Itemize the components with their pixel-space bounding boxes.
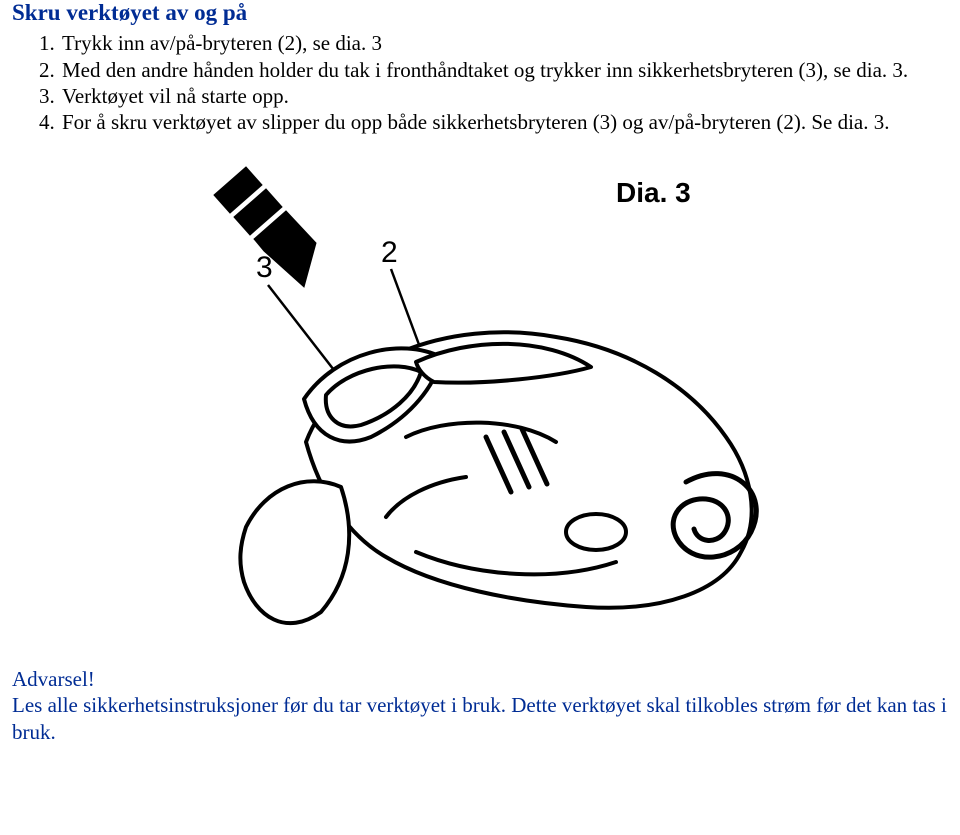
list-item: Trykk inn av/på-bryteren (2), se dia. 3 [60,30,948,56]
list-item: Med den andre hånden holder du tak i fro… [60,57,948,83]
diagram-title: Dia. 3 [616,177,691,208]
diagram-container: Dia. 3 3 2 4 [186,137,774,657]
list-item: Verktøyet vil nå starte opp. [60,83,948,109]
warning-body: Les alle sikkerhetsinstruksjoner før du … [12,692,948,745]
section-heading: Skru verktøyet av og på [12,0,948,26]
list-item: For å skru verktøyet av slipper du opp b… [60,109,948,135]
callout-label-2: 2 [381,236,398,269]
diagram-svg: Dia. 3 3 2 4 [186,137,774,657]
document-page: Skru verktøyet av og på Trykk inn av/på-… [0,0,960,745]
instruction-list: Trykk inn av/på-bryteren (2), se dia. 3 … [12,30,948,135]
tool-illustration [240,333,756,624]
callout-label-3: 3 [256,251,273,284]
warning-heading: Advarsel! [12,667,948,692]
